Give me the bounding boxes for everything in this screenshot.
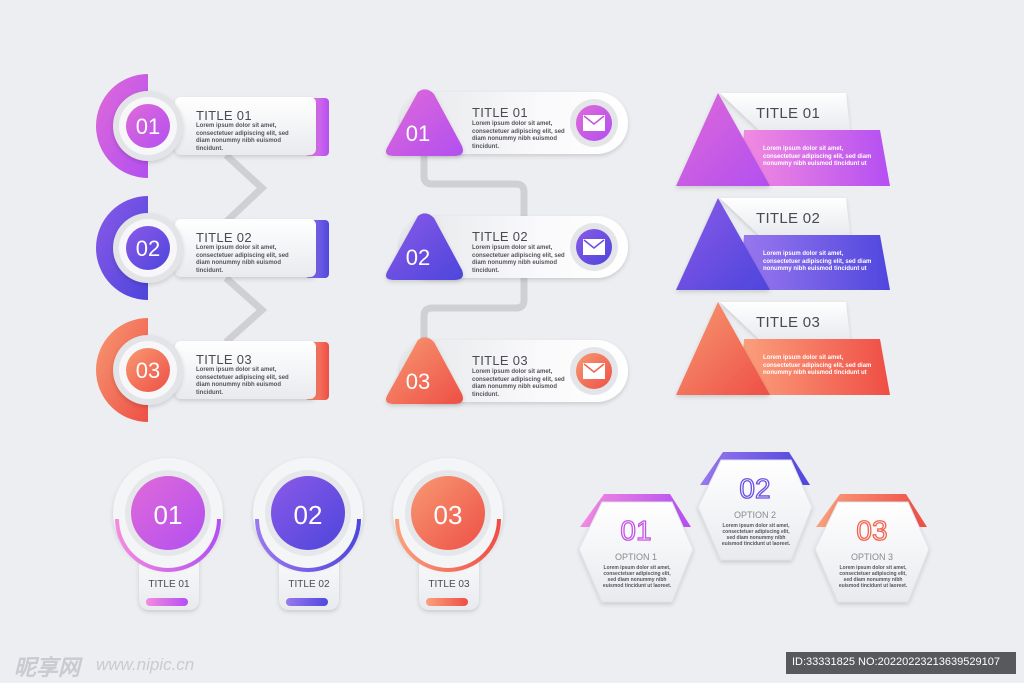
mail-icon[interactable]: [583, 363, 605, 379]
watermark-id: ID:33331825 NO:20220223213639529107: [792, 656, 1000, 668]
group5-text-2: Lorem ipsum dolor sit amet, consectetuer…: [721, 523, 791, 547]
group5-item-2: [697, 452, 813, 561]
group4-item-1: [113, 458, 223, 610]
group1-number-3: 03: [135, 358, 161, 383]
group3-title-3: TITLE 03: [756, 314, 821, 331]
connector-line: [420, 152, 528, 222]
group3-text-3: Lorem ipsum dolor sit amet, consectetuer…: [763, 355, 872, 376]
group3-title-2: TITLE 02: [756, 210, 821, 227]
group2-item-1: [386, 89, 628, 156]
group5-number-3: 03: [856, 514, 888, 546]
group1-item-3: [96, 318, 329, 422]
group2-text-3: Lorem ipsum dolor sit amet, consectetuer…: [472, 369, 565, 398]
group1-title-1: TITLE 01: [196, 108, 252, 123]
group5-text-3: Lorem ipsum dolor sit amet, consectetuer…: [838, 565, 908, 589]
group2-text-1: Lorem ipsum dolor sit amet, consectetuer…: [472, 121, 565, 150]
group5-option-3: OPTION 3: [850, 552, 893, 562]
group4-number-1: 01: [153, 500, 183, 530]
group3-text-1: Lorem ipsum dolor sit amet, consectetuer…: [763, 146, 872, 167]
connector-line: [223, 152, 268, 225]
group4-title-1: TITLE 01: [148, 579, 190, 590]
group3-item-3: [676, 302, 890, 395]
group3-item-2: [676, 198, 890, 290]
group4-title-3: TITLE 03: [428, 579, 470, 590]
group2-title-1: TITLE 01: [472, 105, 528, 120]
group5-item-1: [578, 494, 694, 603]
group2-number-1: 01: [405, 121, 431, 146]
group3-title-1: TITLE 01: [756, 105, 821, 122]
group4-item-2: [253, 458, 363, 610]
group4-title-2: TITLE 02: [288, 579, 330, 590]
group2-number-3: 03: [405, 369, 431, 394]
group1-text-3: Lorem ipsum dolor sit amet, consectetuer…: [196, 367, 289, 396]
group1-item-1: [96, 74, 329, 178]
group2-title-3: TITLE 03: [472, 353, 528, 368]
group2-title-2: TITLE 02: [472, 229, 528, 244]
group4-number-2: 02: [293, 500, 323, 530]
group1-number-2: 02: [135, 236, 161, 261]
group5-number-1: 01: [620, 514, 652, 546]
group4-item-3: [393, 458, 503, 610]
group5-option-2: OPTION 2: [733, 510, 776, 520]
group2-text-2: Lorem ipsum dolor sit amet, consectetuer…: [472, 245, 565, 274]
group3-text-2: Lorem ipsum dolor sit amet, consectetuer…: [763, 251, 872, 272]
watermark-logo: 昵享网: [14, 655, 81, 680]
connector-line: [420, 276, 528, 344]
group1-title-3: TITLE 03: [196, 352, 252, 367]
mail-icon[interactable]: [583, 115, 605, 131]
group5-item-3: [814, 494, 930, 603]
connector-line: [223, 275, 268, 345]
group1-text-1: Lorem ipsum dolor sit amet, consectetuer…: [196, 123, 289, 152]
group2-number-2: 02: [405, 245, 431, 270]
group1-number-1: 01: [135, 114, 161, 139]
group1-text-2: Lorem ipsum dolor sit amet, consectetuer…: [196, 245, 289, 274]
group5-text-1: Lorem ipsum dolor sit amet, consectetuer…: [602, 565, 672, 589]
watermark-site: www.nipic.cn: [96, 655, 195, 674]
group5-number-2: 02: [739, 472, 771, 504]
group5-option-1: OPTION 1: [614, 552, 657, 562]
group4-number-3: 03: [433, 500, 463, 530]
mail-icon[interactable]: [583, 239, 605, 255]
group1-item-2: [96, 196, 329, 300]
watermark-id-bar: [786, 652, 1016, 674]
group3-item-1: [676, 93, 890, 186]
group1-title-2: TITLE 02: [196, 230, 252, 245]
